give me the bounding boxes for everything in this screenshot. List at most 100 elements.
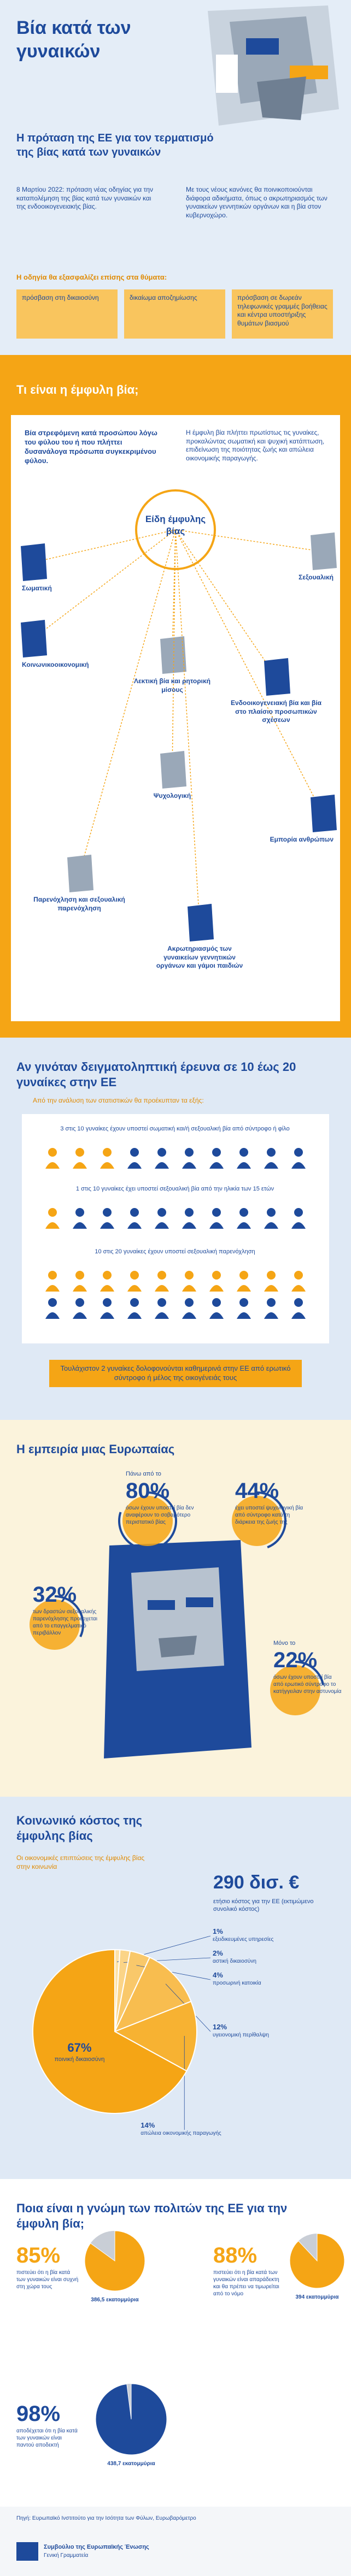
subtitle: Η πρόταση της ΕΕ για τον τερματισμό της … [16, 132, 214, 158]
woman-head [267, 1208, 276, 1217]
cost-heading: Κοινωνικό κόστος της έμφυλης βίας [16, 1814, 143, 1843]
face-icon [311, 532, 337, 570]
stat-text: όσων έχουν υποστεί βία από ερωτικό σύντρ… [273, 1674, 342, 1695]
stat-text: όσων έχουν υποστεί βία δεν αναφέρουν το … [126, 1505, 194, 1525]
stat-text: των δραστών σεξουαλικής παρενόχλησης προ… [33, 1609, 97, 1636]
woman-body [127, 1312, 142, 1319]
stat-prefix: Μόνο το [273, 1640, 296, 1647]
woman-head [75, 1271, 84, 1280]
woman-icon [237, 1298, 251, 1319]
woman-head [212, 1208, 221, 1217]
face-icon [160, 751, 186, 789]
slice-value: 4% [213, 1971, 223, 1979]
woman-icon [291, 1271, 306, 1292]
woman-icon [291, 1208, 306, 1229]
face-icon [311, 795, 337, 832]
woman-head [185, 1148, 194, 1157]
woman-icon [237, 1208, 251, 1229]
opinion-value: 98% [16, 2402, 61, 2426]
woman-head [267, 1271, 276, 1280]
woman-body [209, 1285, 224, 1292]
stat-arc [295, 1661, 325, 1685]
header-collage [208, 5, 339, 126]
woman-head [185, 1298, 194, 1307]
violence-type: Λεκτική βία και ρητορική μίσους [133, 677, 211, 694]
woman-head [130, 1271, 139, 1280]
woman-icon [155, 1298, 169, 1319]
cost-subtitle: Οι οικονομικές επιπτώσεις της έμφυλης βί… [16, 1854, 145, 1870]
woman-body [237, 1162, 251, 1169]
woman-head [48, 1298, 57, 1307]
woman-icon [264, 1148, 278, 1169]
experience-heading: Η εμπειρία μιας Ευρωπαίας [16, 1442, 175, 1456]
woman-head [48, 1271, 57, 1280]
woman-body [100, 1222, 114, 1229]
woman-head [103, 1271, 112, 1280]
cost-slice [32, 1949, 188, 2114]
woman-body [45, 1222, 60, 1229]
woman-head [48, 1148, 57, 1157]
opinion-text: αποδέχεται ότι η βία κατά των γυναικών ε… [16, 2428, 78, 2448]
face-icon [21, 620, 47, 658]
woman-head [130, 1208, 139, 1217]
woman-body [127, 1285, 142, 1292]
woman-icon [45, 1271, 60, 1292]
woman-body [45, 1285, 60, 1292]
woman-icon [127, 1271, 142, 1292]
woman-head [294, 1271, 303, 1280]
woman-icon [209, 1148, 224, 1169]
connector [175, 529, 277, 678]
org: Συμβούλιο της Ευρωπαϊκής Ένωσης [44, 2544, 149, 2550]
woman-body [127, 1162, 142, 1169]
woman-body [264, 1162, 278, 1169]
woman-icon [45, 1148, 60, 1169]
connector [32, 529, 176, 639]
footer-bg [0, 2507, 351, 2576]
opinion-text: πιστεύει ότι η βία κατά των γυναικών είν… [16, 2270, 79, 2290]
violence-type: Ακρωτηριασμός των γυναικείων γεννητικών … [156, 945, 243, 970]
woman-body [264, 1312, 278, 1319]
woman-icon [237, 1271, 251, 1292]
woman-body [237, 1285, 251, 1292]
connector [175, 529, 323, 814]
stat-value: 22% [273, 1648, 318, 1672]
cost-slice [113, 2000, 197, 2072]
woman-icon [182, 1148, 196, 1169]
survey-statement: 1 στις 10 γυναίκες έχει υποστεί σεξουαλι… [75, 1186, 274, 1192]
woman-body [237, 1312, 251, 1319]
woman-head [267, 1148, 276, 1157]
woman-body [209, 1312, 224, 1319]
slice-value: 14% [141, 2121, 155, 2129]
opinion-value: 88% [213, 2243, 258, 2267]
stat-dot [232, 1496, 282, 1546]
source: Πηγή: Ευρωπαϊκό Ινστιτούτο για την Ισότη… [16, 2515, 196, 2521]
woman-head [130, 1298, 139, 1307]
woman-head [75, 1208, 84, 1217]
types-text-left: Βία στρεφόμενη κατά προσώπου λόγω του φύ… [25, 429, 157, 465]
woman-body [182, 1162, 196, 1169]
woman-icon [237, 1148, 251, 1169]
woman-body [73, 1222, 87, 1229]
woman-body [264, 1285, 278, 1292]
woman-body [155, 1162, 169, 1169]
intro-left: 8 Μαρτίου 2022: πρόταση νέας οδηγίας για… [16, 186, 153, 211]
woman-head [212, 1298, 221, 1307]
woman-icon [182, 1298, 196, 1319]
woman-head [130, 1148, 139, 1157]
victim-right: δικαίωμα αποζημίωσης [124, 289, 225, 339]
woman-body [73, 1312, 87, 1319]
slice-value: 2% [213, 1949, 223, 1957]
woman-head [75, 1148, 84, 1157]
woman-body [73, 1162, 87, 1169]
logo [16, 2542, 38, 2561]
face-icon [160, 636, 186, 674]
survey-heading: Αν γινόταν δειγματοληπτική έρευνα σε 10 … [16, 1060, 296, 1089]
woman-head [103, 1208, 112, 1217]
slice-name: απώλεια οικονομικής παραγωγής [141, 2130, 221, 2136]
woman-head [267, 1298, 276, 1307]
survey-panel [22, 1114, 329, 1343]
woman-head [75, 1298, 84, 1307]
woman-body [45, 1162, 60, 1169]
woman-icon [155, 1148, 169, 1169]
